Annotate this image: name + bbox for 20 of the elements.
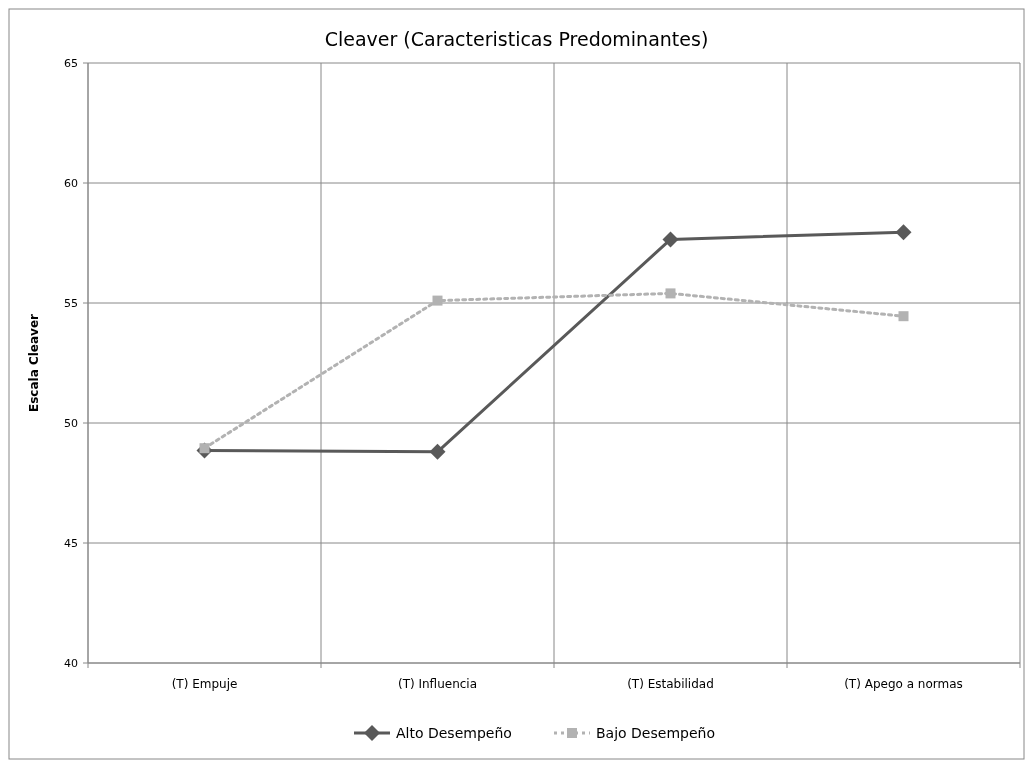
y-tick-label: 50 [64, 417, 78, 430]
y-tick-label: 40 [64, 657, 78, 670]
legend-label: Bajo Desempeño [596, 725, 715, 741]
x-tick-label: (T) Empuje [171, 677, 238, 691]
point [895, 224, 912, 241]
x-tick-label: (T) Estabilidad [627, 677, 714, 691]
y-tick-label: 65 [64, 57, 78, 70]
chart-title: Cleaver (Caracteristicas Predominantes) [324, 28, 709, 50]
x-tick-label: (T) Apego a normas [844, 677, 963, 691]
point [429, 443, 446, 460]
point [665, 288, 676, 299]
point [662, 231, 679, 248]
y-axis-title: Escala Cleaver [27, 313, 41, 412]
legend-label: Alto Desempeño [396, 725, 512, 741]
point [898, 311, 909, 322]
point [432, 295, 443, 306]
y-tick-label: 45 [64, 537, 78, 550]
x-tick-label: (T) Influencia [397, 677, 478, 691]
y-tick-label: 55 [64, 297, 78, 310]
y-tick-label: 60 [64, 177, 78, 190]
